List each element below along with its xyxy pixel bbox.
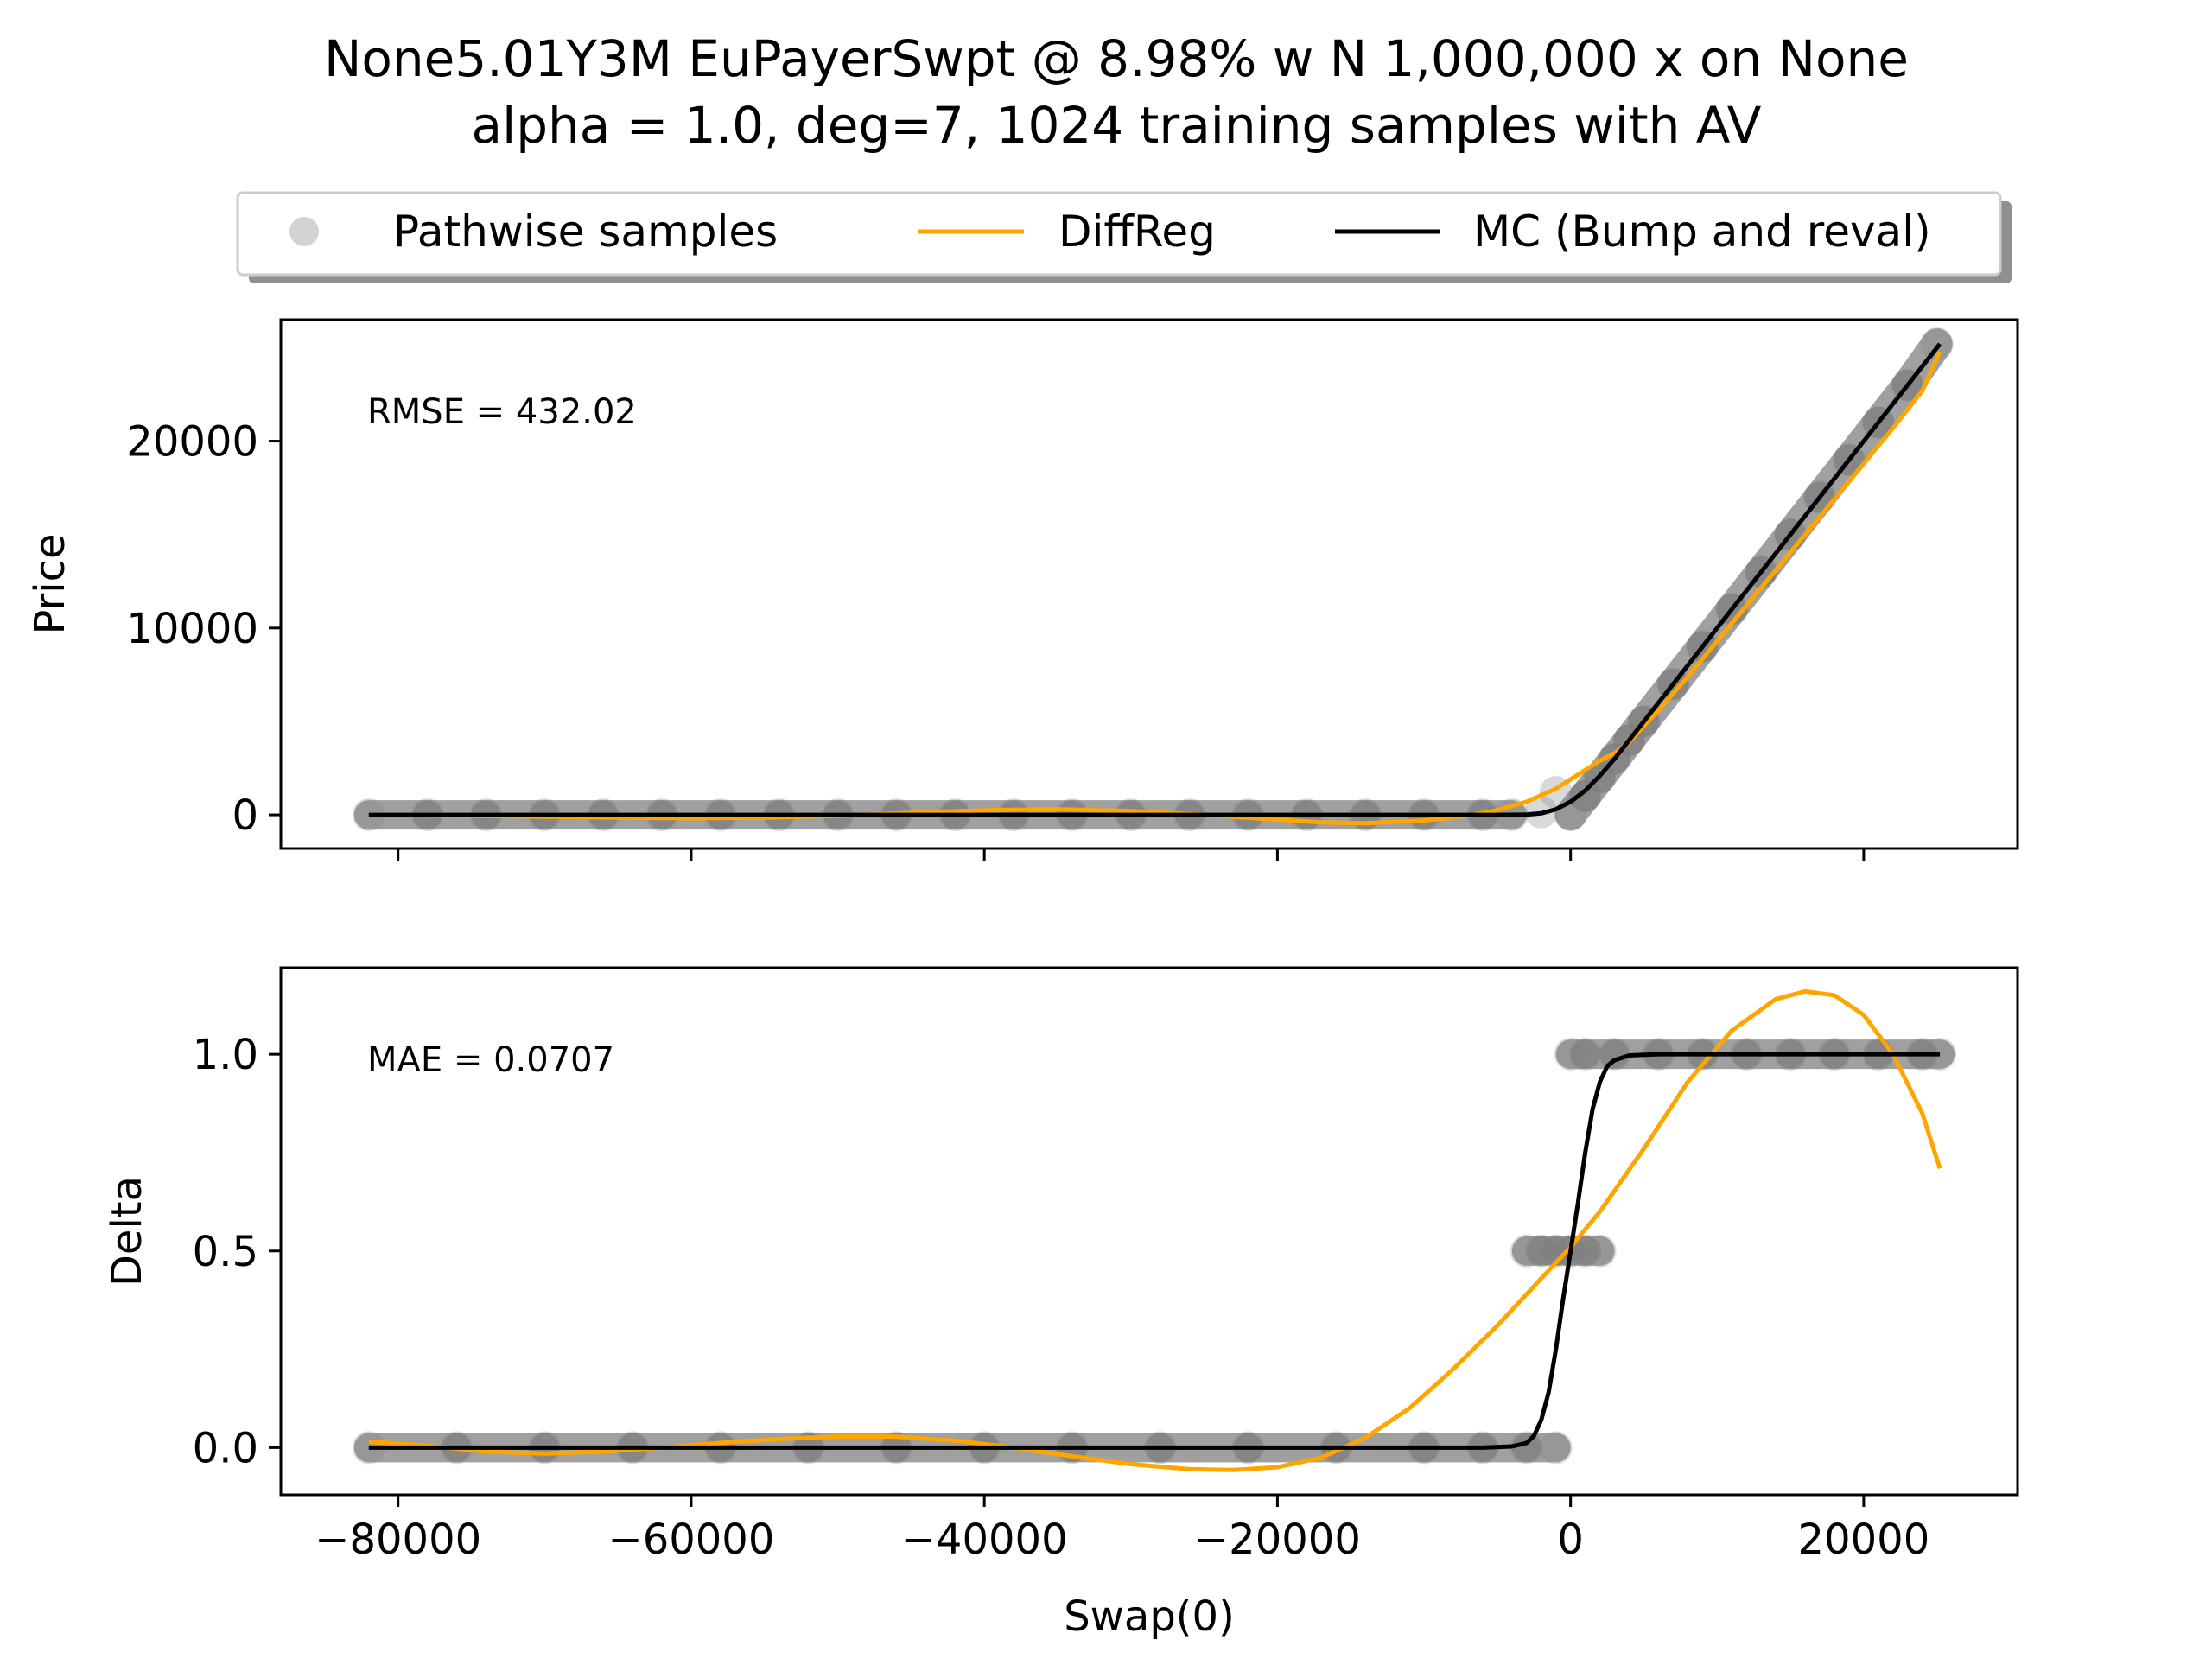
title-line-1: None5.01Y3M EuPayerSwpt @ 8.98% w N 1,00… bbox=[324, 29, 1909, 88]
delta-mc-bump-and-reval-line bbox=[368, 1052, 1941, 1450]
delta-x-tick-label-2: −40000 bbox=[901, 1516, 1068, 1564]
legend-box bbox=[236, 191, 2002, 276]
delta-panel: −80000 −60000 −40000 −20000 0 200000.00.51.0 … bbox=[103, 966, 2019, 1641]
price-y-tick-label-1: 10000 bbox=[126, 605, 258, 653]
price-y-axis-label: Price bbox=[26, 533, 74, 634]
delta-y-tick-label-1: 0.5 bbox=[193, 1228, 258, 1276]
delta-y-tick-label-0: 0.0 bbox=[193, 1424, 258, 1472]
price-plot-area bbox=[352, 327, 1954, 832]
delta-axes-frame bbox=[279, 966, 2019, 1497]
price-y-tick-label-0: 0 bbox=[232, 791, 258, 840]
mae-annotation: MAE = 0.0707 bbox=[367, 1040, 614, 1080]
delta-y-tick-label-2: 1.0 bbox=[193, 1031, 258, 1079]
legend: Pathwise samples DiffReg MC (Bump and re… bbox=[236, 191, 2012, 283]
delta-x-tick-label-0: −80000 bbox=[315, 1516, 481, 1564]
delta-x-tick-label-5: 20000 bbox=[1798, 1516, 1930, 1564]
delta-y-axis-label: Delta bbox=[103, 1176, 151, 1287]
delta-x-tick-label-4: 0 bbox=[1557, 1516, 1584, 1564]
title-line-2: alpha = 1.0, deg=7, 1024 training sample… bbox=[472, 96, 1762, 155]
legend-marker-pathwise-samples bbox=[289, 217, 319, 246]
price-y-tick-label-2: 20000 bbox=[126, 418, 258, 467]
rmse-annotation: RMSE = 432.02 bbox=[367, 392, 637, 432]
delta-diffreg-line bbox=[368, 988, 1942, 1472]
delta-axis-ticks: −80000 −60000 −40000 −20000 0 20000 0.0 0.5 1.0 bbox=[193, 1031, 1930, 1564]
delta-x-tick-label-1: −60000 bbox=[607, 1516, 774, 1564]
legend-label-mc: MC (Bump and reval) bbox=[1473, 207, 1931, 257]
delta-plot-area bbox=[352, 988, 1957, 1472]
price-panel: 0 10000 20000 RMSE = 432.02 Price bbox=[26, 318, 2019, 861]
x-axis-label: Swap(0) bbox=[1064, 1592, 1235, 1641]
legend-label-pathwise-samples: Pathwise samples bbox=[393, 207, 778, 257]
price-axes-frame bbox=[279, 318, 2019, 850]
price-mc-bump-and-reval-line bbox=[368, 342, 1942, 817]
price-axis-ticks: 0 10000 20000 bbox=[126, 418, 1866, 861]
delta-x-tick-label-3: −20000 bbox=[1194, 1516, 1361, 1564]
legend-label-diffreg: DiffReg bbox=[1058, 207, 1216, 257]
